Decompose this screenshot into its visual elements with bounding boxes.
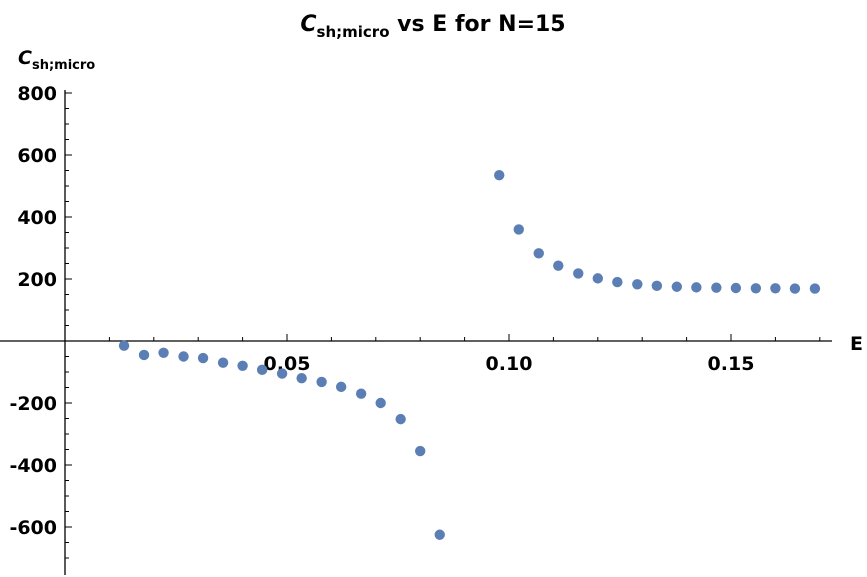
data-point xyxy=(770,283,781,294)
chart-title: Csh;micro vs E for N=15 xyxy=(300,12,565,41)
data-point xyxy=(237,360,248,371)
chart-title-sub: sh;micro xyxy=(317,23,390,41)
data-point xyxy=(809,283,821,294)
data-point xyxy=(395,413,406,425)
y-tick-label: -200 xyxy=(9,393,57,415)
data-point xyxy=(316,376,327,388)
data-point xyxy=(533,248,544,259)
data-points xyxy=(118,169,821,540)
data-point xyxy=(513,224,524,235)
y-axis-label-sub: sh;micro xyxy=(32,58,95,73)
y-tick-label: 400 xyxy=(17,207,57,229)
data-point xyxy=(691,282,702,293)
axis-ticks xyxy=(65,92,821,559)
data-point xyxy=(789,283,801,294)
data-point xyxy=(651,280,663,292)
y-axis-label-main: C xyxy=(18,47,32,69)
data-point xyxy=(375,397,386,409)
x-tick-label: 0.10 xyxy=(486,353,533,375)
y-tick-label: -600 xyxy=(9,517,57,539)
data-point xyxy=(750,283,762,294)
data-point xyxy=(592,273,603,284)
data-point xyxy=(118,340,130,351)
data-point xyxy=(217,357,229,368)
y-axis-label: Csh;micro xyxy=(18,47,95,73)
data-point xyxy=(296,373,307,384)
y-tick-label: 600 xyxy=(17,145,57,167)
data-point xyxy=(335,381,347,393)
data-point xyxy=(158,347,169,358)
data-point xyxy=(256,364,268,376)
data-point xyxy=(730,282,742,294)
data-point xyxy=(197,352,209,364)
chart-title-rest: vs E for N=15 xyxy=(390,12,566,37)
chart-title-main: C xyxy=(300,12,316,37)
data-point xyxy=(573,268,584,279)
x-axis-label: E xyxy=(850,333,863,355)
x-tick-label: 0.05 xyxy=(264,353,311,375)
y-tick-label: 800 xyxy=(17,83,57,105)
data-point xyxy=(671,281,683,292)
data-point xyxy=(138,349,150,361)
data-point xyxy=(494,169,505,181)
data-point xyxy=(178,351,189,362)
data-point xyxy=(434,529,445,540)
data-point xyxy=(553,260,564,271)
y-tick-label: 200 xyxy=(17,269,57,291)
data-point xyxy=(415,445,426,457)
tick-labels: 0.05 0.10 0.15 800 600 400 200 -200 -400 -600 xyxy=(9,83,754,539)
data-point xyxy=(612,276,623,288)
data-point xyxy=(711,282,722,293)
data-point xyxy=(276,368,288,379)
data-point xyxy=(632,279,643,290)
x-tick-label: 0.15 xyxy=(708,353,755,375)
y-tick-label: -400 xyxy=(9,455,57,477)
data-point xyxy=(355,388,367,399)
